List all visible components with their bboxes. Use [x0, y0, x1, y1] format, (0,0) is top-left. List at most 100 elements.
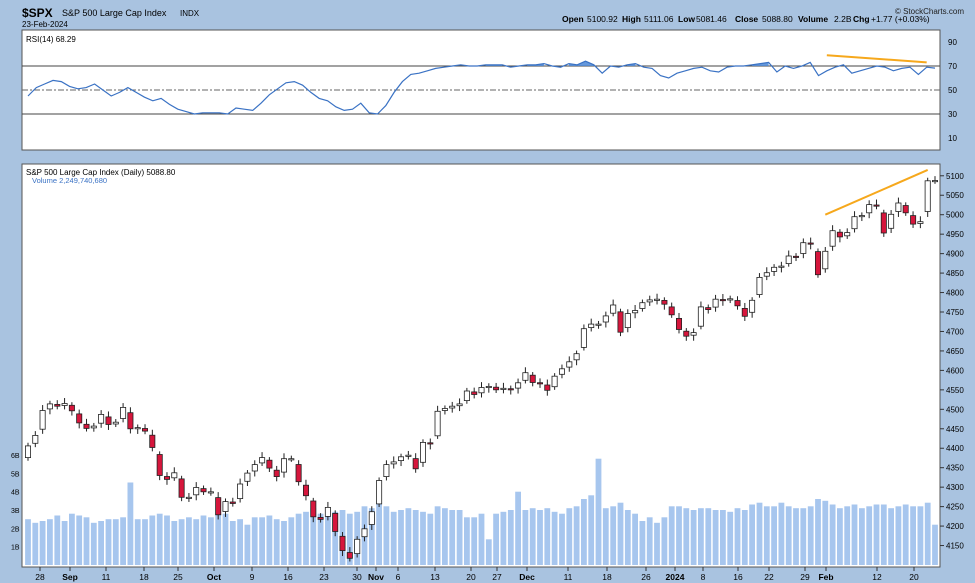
volume-bar — [720, 510, 726, 565]
price-tick-label: 4650 — [946, 347, 964, 356]
candle-body — [332, 513, 339, 532]
volume-bar — [573, 506, 580, 565]
candle-body — [68, 404, 75, 412]
price-plot — [24, 169, 939, 565]
volume-bar — [493, 513, 499, 565]
candle-body — [24, 445, 31, 458]
volume-bar — [734, 508, 741, 565]
candle-body — [500, 387, 507, 390]
x-tick-label: 11 — [102, 572, 111, 582]
candle-body — [471, 391, 478, 395]
candle-body — [390, 461, 397, 465]
candle-body — [105, 416, 112, 425]
volume-bar — [749, 504, 755, 565]
price-tick-label: 4200 — [946, 522, 964, 531]
candle-body — [90, 425, 97, 429]
volume-bar — [793, 508, 799, 565]
candle-body — [83, 423, 90, 429]
volume-bar — [888, 508, 894, 565]
volume-bar — [756, 502, 763, 565]
candle-body — [778, 265, 785, 268]
volume-bar — [690, 510, 697, 565]
x-tick-label: 25 — [173, 572, 183, 582]
candle-body — [902, 205, 909, 214]
volume-bar — [281, 521, 287, 565]
candle-body — [156, 454, 163, 476]
volume-bar — [617, 502, 624, 565]
volume-bar — [507, 510, 514, 565]
price-trendline — [824, 169, 929, 216]
volume-tick-label: 3B — [11, 508, 20, 515]
volume-bar — [829, 504, 836, 565]
x-tick-label: 9 — [250, 572, 255, 582]
price-tick-label: 4950 — [946, 230, 964, 239]
candle-body — [76, 413, 83, 424]
candle-body — [734, 300, 741, 307]
x-tick-label: 18 — [139, 572, 149, 582]
candle-body — [559, 368, 566, 375]
candle-body — [456, 403, 463, 407]
volume-bar — [880, 504, 887, 565]
x-tick-label: 8 — [701, 572, 706, 582]
candle-body — [361, 528, 368, 538]
candle-body — [690, 332, 697, 336]
volume-bar — [807, 506, 814, 565]
candle-body — [924, 180, 931, 212]
candle-body — [646, 299, 653, 303]
candle-body — [719, 299, 726, 302]
volume-bar — [873, 504, 880, 565]
candle-body — [427, 442, 434, 445]
x-tick-label: 23 — [319, 572, 329, 582]
candle-body — [880, 212, 887, 234]
close-value: 5088.80 — [762, 14, 793, 24]
candle-body — [112, 421, 119, 425]
candle-body — [237, 483, 244, 500]
volume-bar — [610, 506, 617, 565]
candle-body — [756, 276, 763, 295]
price-tick-label: 4400 — [946, 444, 964, 453]
volume-bar — [522, 510, 529, 565]
volume-bar — [456, 510, 463, 565]
candle-body — [171, 472, 178, 479]
x-tick-label: 11 — [564, 572, 573, 582]
candle-body — [178, 478, 185, 498]
candle-body — [910, 215, 917, 225]
volume-bar — [485, 539, 492, 565]
volume-tick-label: 5B — [11, 471, 20, 478]
volume-bar — [61, 521, 68, 565]
candle-body — [302, 484, 309, 497]
candle-body — [346, 552, 353, 559]
candle-body — [368, 511, 375, 525]
volume-bar — [420, 511, 426, 565]
volume-bar — [727, 511, 734, 565]
volume-bar — [142, 519, 148, 565]
x-tick-label: 16 — [733, 572, 743, 582]
x-tick-label: Oct — [207, 572, 221, 582]
candle-body — [141, 428, 148, 432]
volume-bar — [866, 506, 873, 565]
volume-bar — [412, 510, 419, 565]
volume-bar — [917, 506, 924, 565]
volume-bar — [705, 508, 712, 565]
candle-body — [873, 204, 880, 207]
x-tick-label: 30 — [352, 572, 362, 582]
volume-bar — [134, 519, 141, 565]
volume-tick-label: 2B — [11, 526, 20, 533]
volume-bar — [434, 506, 441, 565]
candle-body — [463, 390, 470, 402]
candle-body — [354, 538, 361, 554]
volume-bar — [632, 513, 638, 565]
candle-body — [244, 472, 251, 482]
candle-body — [441, 408, 448, 411]
volume-bar — [295, 513, 302, 565]
candle-body — [127, 412, 134, 430]
candle-body — [376, 480, 383, 505]
volume-bar — [778, 502, 785, 565]
candle-body — [515, 382, 522, 389]
price-tick-label: 5100 — [946, 172, 964, 181]
x-tick-label: 13 — [430, 572, 440, 582]
x-tick-label: 18 — [602, 572, 612, 582]
candle-body — [544, 384, 551, 391]
rsi-tick-label: 30 — [948, 110, 957, 119]
candle-body — [807, 242, 814, 245]
